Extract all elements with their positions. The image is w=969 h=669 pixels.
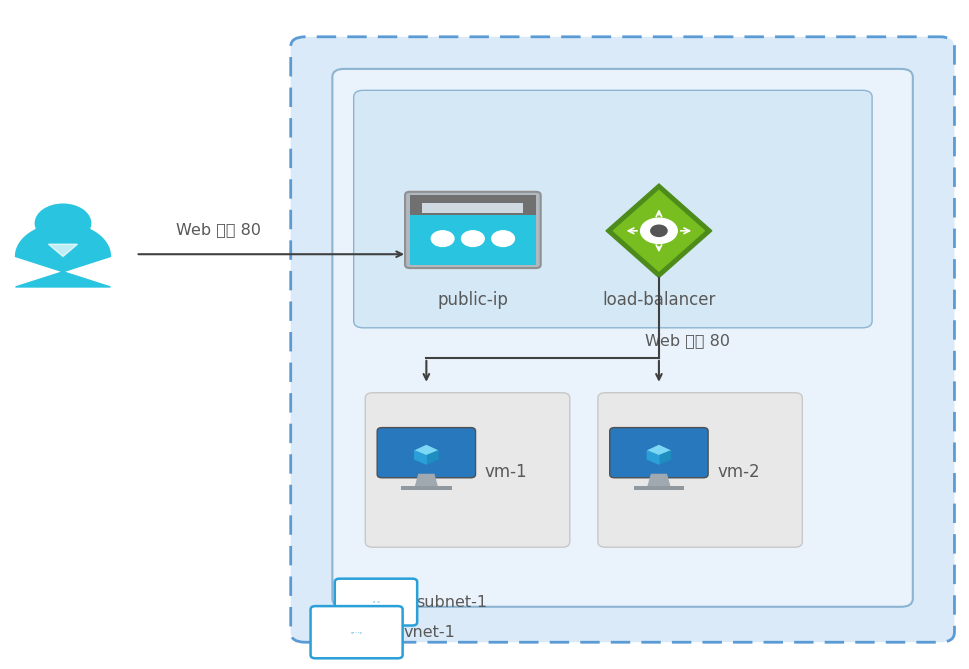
- Text: Web 端口 80: Web 端口 80: [175, 223, 261, 237]
- FancyBboxPatch shape: [377, 427, 476, 478]
- Bar: [410, 195, 536, 215]
- Text: < >: < >: [373, 600, 379, 604]
- Circle shape: [491, 231, 515, 246]
- Text: vnet-1: vnet-1: [403, 625, 455, 640]
- Polygon shape: [648, 474, 670, 487]
- Text: load-balancer: load-balancer: [602, 291, 716, 309]
- Bar: [422, 203, 523, 213]
- FancyBboxPatch shape: [610, 427, 708, 478]
- FancyBboxPatch shape: [310, 606, 402, 658]
- Polygon shape: [48, 244, 78, 256]
- Polygon shape: [416, 474, 437, 487]
- FancyBboxPatch shape: [354, 90, 872, 328]
- Circle shape: [641, 218, 677, 244]
- FancyBboxPatch shape: [291, 37, 954, 642]
- Circle shape: [461, 231, 484, 246]
- FancyBboxPatch shape: [332, 69, 913, 607]
- Polygon shape: [659, 451, 671, 464]
- Polygon shape: [606, 184, 712, 278]
- Polygon shape: [613, 191, 704, 271]
- Text: subnet-1: subnet-1: [417, 595, 487, 609]
- FancyBboxPatch shape: [405, 192, 541, 268]
- Polygon shape: [16, 223, 110, 287]
- Text: <···>: <···>: [351, 630, 362, 634]
- Polygon shape: [415, 446, 438, 456]
- FancyBboxPatch shape: [598, 393, 802, 547]
- Polygon shape: [647, 446, 671, 456]
- Text: Web 端口 80: Web 端口 80: [645, 333, 731, 348]
- Circle shape: [35, 204, 91, 242]
- Polygon shape: [647, 451, 659, 464]
- Bar: [634, 486, 684, 490]
- Circle shape: [651, 225, 667, 236]
- Text: vm-2: vm-2: [717, 463, 760, 480]
- Polygon shape: [426, 451, 438, 464]
- Circle shape: [431, 231, 453, 246]
- Text: public-ip: public-ip: [437, 291, 509, 309]
- Polygon shape: [415, 451, 426, 464]
- Bar: [401, 486, 452, 490]
- FancyBboxPatch shape: [365, 393, 570, 547]
- Text: vm-1: vm-1: [484, 463, 527, 480]
- Bar: [410, 215, 536, 265]
- FancyBboxPatch shape: [335, 579, 417, 626]
